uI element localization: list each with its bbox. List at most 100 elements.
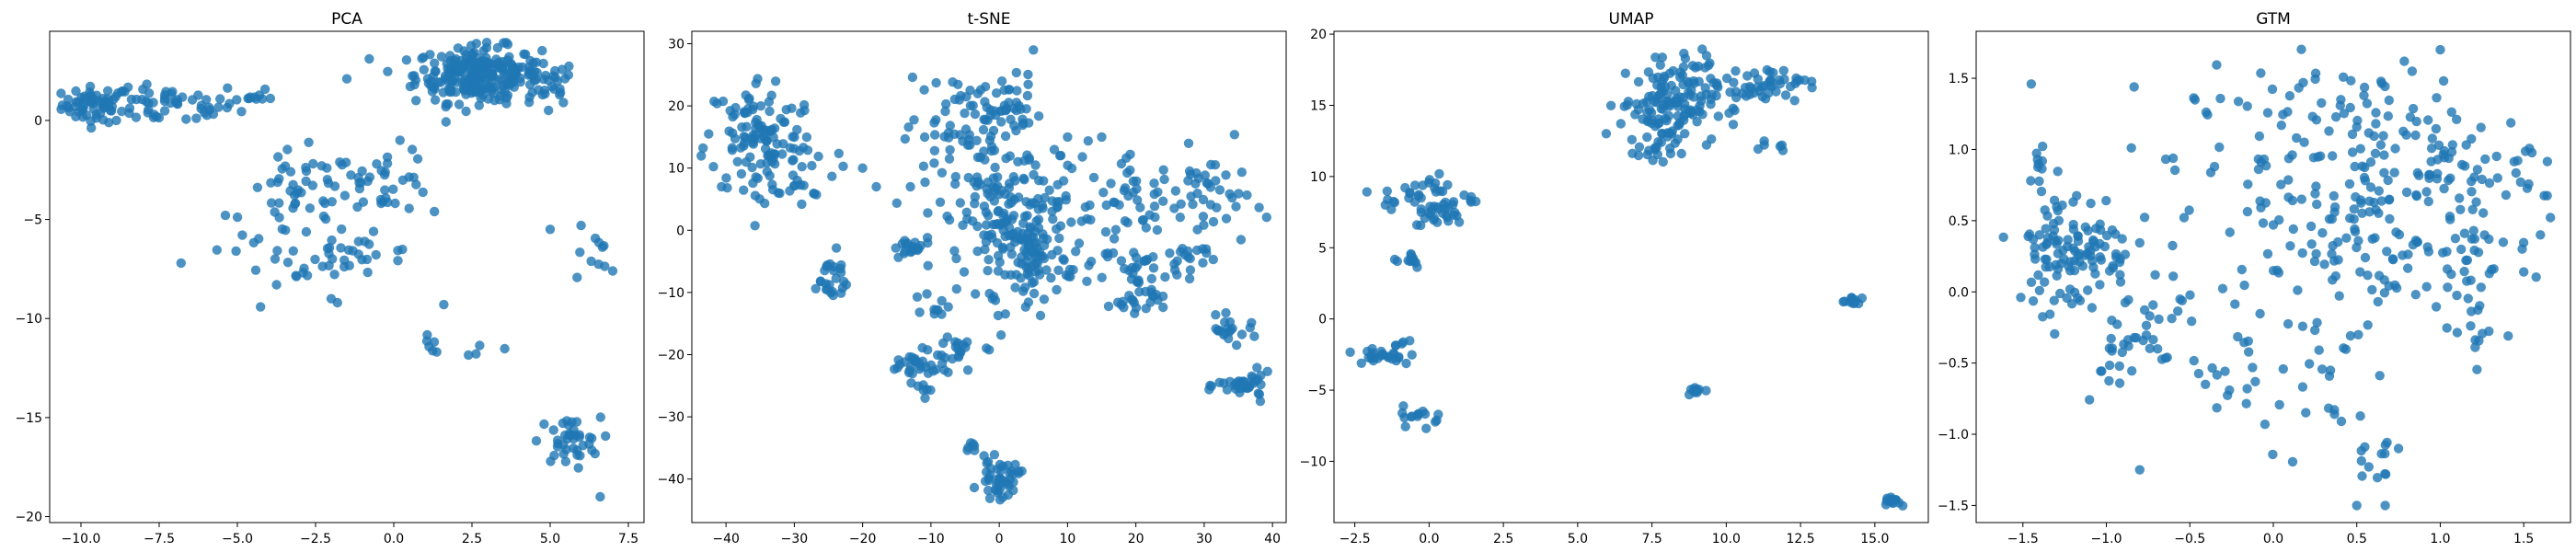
data-point — [453, 43, 464, 53]
x-tick-label: 7.5 — [1641, 532, 1662, 546]
data-point — [1144, 210, 1155, 220]
data-point — [2064, 284, 2076, 294]
data-point — [755, 101, 766, 111]
data-point — [910, 353, 920, 364]
data-point — [2117, 234, 2127, 244]
y-tick-label: 20 — [668, 99, 684, 114]
data-point — [2284, 91, 2295, 101]
data-point — [1133, 278, 1144, 288]
data-point — [1206, 159, 1216, 170]
data-point — [2442, 323, 2452, 333]
data-point — [1128, 176, 1139, 187]
data-point — [2053, 167, 2063, 177]
data-point — [1172, 256, 1182, 266]
data-point — [1064, 264, 1075, 275]
data-point — [1022, 211, 1032, 221]
panel-title: UMAP — [1609, 10, 1654, 29]
data-point — [743, 95, 754, 105]
data-point — [2184, 205, 2194, 215]
x-tick-label: −2.5 — [1340, 532, 1371, 546]
y-tick-label: 0 — [1318, 313, 1327, 328]
data-point — [1247, 317, 1257, 328]
data-point — [288, 246, 298, 256]
data-point — [2317, 98, 2327, 109]
data-point — [181, 114, 191, 124]
data-point — [1696, 96, 1707, 106]
y-tick-label: 0 — [34, 114, 42, 129]
data-point — [815, 276, 826, 286]
data-point — [1066, 217, 1076, 227]
data-point — [1109, 234, 1120, 244]
data-point — [474, 100, 484, 110]
data-point — [439, 299, 449, 310]
data-point — [1018, 228, 1029, 238]
data-point — [980, 245, 990, 255]
data-point — [2492, 173, 2502, 183]
x-tick-label: −1.5 — [2007, 532, 2039, 546]
data-point — [838, 161, 848, 171]
data-point — [2134, 237, 2145, 248]
data-point — [983, 485, 994, 496]
data-point — [748, 139, 759, 149]
data-point — [2467, 176, 2477, 187]
data-point — [2388, 255, 2398, 265]
data-point — [935, 197, 946, 207]
data-point — [71, 86, 81, 97]
data-point — [502, 40, 513, 50]
data-point — [2446, 107, 2456, 118]
data-point — [2307, 111, 2317, 121]
data-point — [2338, 72, 2349, 83]
data-point — [2531, 272, 2541, 282]
data-point — [1998, 232, 2008, 242]
data-point — [930, 130, 940, 140]
data-point — [2073, 293, 2083, 303]
data-point — [471, 349, 481, 359]
data-point — [408, 172, 419, 182]
data-point — [2283, 175, 2294, 185]
data-point — [1157, 291, 1168, 302]
data-point — [2050, 328, 2060, 339]
data-point — [943, 302, 953, 312]
data-point — [2083, 285, 2093, 295]
data-point — [2058, 246, 2068, 256]
x-tick-label: −0.5 — [2174, 532, 2205, 546]
data-point — [2255, 196, 2265, 206]
data-point — [2542, 156, 2553, 167]
data-point — [2444, 175, 2454, 186]
data-point — [1031, 216, 1041, 226]
data-point — [245, 92, 256, 102]
data-point — [1253, 388, 1264, 398]
data-point — [1054, 233, 1064, 244]
data-point — [2045, 309, 2055, 319]
data-point — [64, 107, 75, 117]
data-point — [1170, 186, 1181, 196]
data-point — [1721, 73, 1732, 84]
data-point — [1019, 175, 1029, 185]
data-point — [375, 194, 386, 205]
data-point — [1345, 347, 1355, 357]
data-point — [464, 350, 474, 361]
data-point — [1100, 248, 1110, 259]
data-point — [2403, 249, 2413, 259]
data-point — [1004, 85, 1015, 95]
data-point — [2372, 473, 2383, 483]
data-point — [2367, 234, 2377, 244]
data-point — [899, 248, 910, 259]
data-point — [193, 90, 203, 100]
data-point — [1643, 67, 1654, 77]
data-point — [2484, 234, 2494, 245]
data-point — [1221, 307, 1231, 318]
data-point — [2329, 409, 2340, 420]
data-point — [2325, 365, 2336, 375]
data-point — [159, 106, 170, 116]
data-point — [1236, 329, 1248, 339]
data-point — [1184, 273, 1195, 284]
data-point — [397, 244, 408, 255]
data-point — [123, 82, 133, 93]
data-point — [1653, 137, 1663, 147]
data-point — [539, 419, 549, 430]
data-point — [963, 172, 973, 183]
data-point — [922, 289, 932, 299]
data-point — [2439, 153, 2450, 163]
data-point — [2385, 213, 2395, 224]
